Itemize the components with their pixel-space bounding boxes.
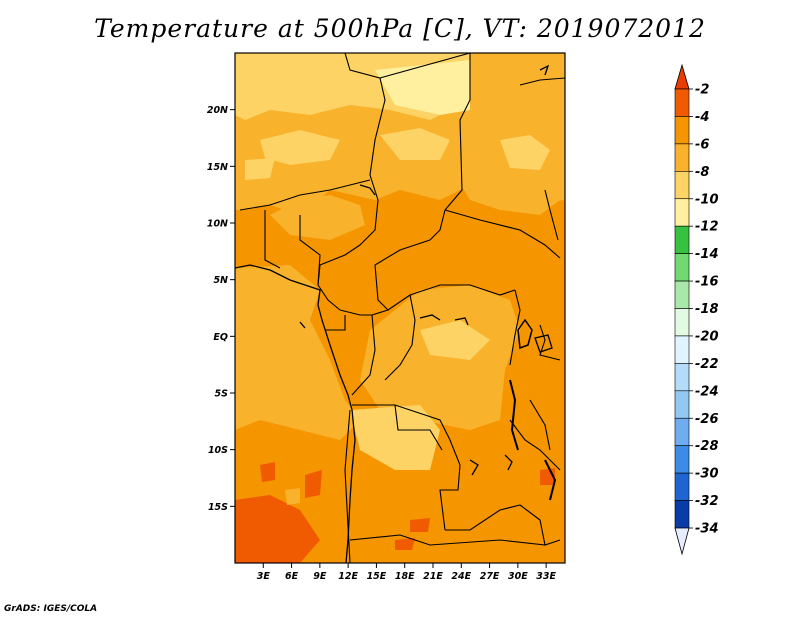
colorbar-label: -26 [695, 412, 719, 427]
lon-tick-label: 18E [395, 571, 415, 582]
lon-tick-label: 9E [313, 571, 327, 582]
lat-tick-label: 10N [207, 219, 228, 230]
colorbar-segment [674, 171, 690, 200]
colorbar-segment [674, 500, 690, 529]
longitude-axis: 3E 6E 9E 12E 15E 18E 21E 24E 27E 30E 33E [257, 563, 557, 582]
lat-tick-label: EQ [213, 332, 228, 343]
band-minus6-to-minus8-congo [360, 285, 520, 430]
band-minus2-to-minus4-patch [305, 470, 322, 498]
lat-tick-label: 20N [207, 105, 228, 116]
band-minus6-to-minus8-sudan [455, 160, 560, 215]
grads-credit: GrADS: IGES/COLA [4, 604, 98, 614]
band-minus2-to-minus4-patch [395, 538, 415, 550]
colorbar-label: -4 [695, 110, 709, 125]
band-minus2-to-minus4-patch [260, 462, 275, 482]
colorbar-label: -20 [695, 329, 719, 344]
latitude-axis: 20N 15N 10N 5N EQ 5S 10S 15S [207, 105, 235, 513]
colorbar-segment [674, 363, 690, 392]
colorbar-label: -6 [695, 137, 709, 152]
colorbar-segment [674, 225, 690, 254]
colorbar-segment [674, 472, 690, 501]
colorbar-label: -24 [695, 384, 719, 399]
colorbar-segment [674, 116, 690, 145]
colorbar-segment [674, 308, 690, 337]
lon-tick-label: 21E [423, 571, 443, 582]
band-minus2-to-minus4-patch [410, 518, 430, 532]
lat-tick-label: 15N [207, 162, 228, 173]
lon-tick-label: 12E [338, 571, 358, 582]
colorbar-top-arrow [674, 63, 690, 90]
colorbar-segment [674, 280, 690, 309]
band-minus6-to-minus8-patch [285, 488, 300, 505]
lat-tick-label: 10S [208, 445, 228, 456]
colorbar-segment [674, 253, 690, 282]
colorbar-bottom-arrow [674, 527, 690, 556]
lon-tick-label: 24E [451, 571, 471, 582]
lon-tick-label: 3E [257, 571, 271, 582]
colorbar-segment [674, 390, 690, 419]
band-minus8-to-minus10-patch [245, 158, 275, 180]
colorbar-label: -8 [695, 165, 709, 180]
colorbar-segment [674, 198, 690, 227]
band-minus6-to-minus8-atlantic [235, 265, 360, 440]
contour-fill-layer [235, 53, 565, 563]
colorbar-segment [674, 417, 690, 446]
colorbar-label: -18 [695, 302, 719, 317]
colorbar-label: -12 [695, 220, 719, 235]
band-minus6-to-minus8-sahel [270, 195, 365, 240]
band-minus8-to-minus10-patch [500, 135, 550, 170]
colorbar-label: -16 [695, 275, 719, 290]
colorbar-label: -30 [695, 467, 719, 482]
colorbar-segment [674, 88, 690, 117]
colorbar-label: -32 [695, 494, 719, 509]
coastlines [235, 64, 557, 563]
lat-tick-label: 15S [208, 502, 228, 513]
lon-tick-label: 6E [285, 571, 299, 582]
colorbar-label: -22 [695, 357, 719, 372]
lon-tick-label: 30E [508, 571, 528, 582]
band-minus8-to-minus10-south [350, 405, 440, 470]
map-title: Temperature at 500hPa [C], VT: 201907201… [94, 14, 706, 43]
country-borders [239, 53, 565, 563]
colorbar-label: -2 [695, 83, 709, 98]
lat-tick-label: 5S [215, 389, 229, 400]
band-minus8-to-minus10-patch [380, 128, 450, 160]
band-minus2-to-minus4-southwest [235, 495, 320, 563]
lon-tick-label: 15E [367, 571, 387, 582]
band-minus10-to-minus12 [375, 60, 470, 115]
colorbar-segment [674, 335, 690, 364]
colorbar-label: -14 [695, 247, 719, 262]
lon-tick-label: 27E [480, 571, 500, 582]
lon-tick-label: 33E [536, 571, 556, 582]
band-minus8-to-minus10-patch [420, 320, 490, 360]
colorbar-label: -10 [695, 192, 719, 207]
lat-tick-label: 5N [213, 275, 228, 286]
map-frame [234, 52, 566, 564]
colorbar-segment [674, 143, 690, 172]
colorbar-label: -34 [695, 522, 719, 537]
colorbar: -2 -4 -6 -8 -10 -12 -14 -16 -18 -20 -22 -24 -26 -28 -3… [674, 63, 719, 556]
band-minus8-to-minus10-patch [260, 130, 340, 165]
colorbar-segment [674, 445, 690, 474]
colorbar-label: -28 [695, 439, 719, 454]
